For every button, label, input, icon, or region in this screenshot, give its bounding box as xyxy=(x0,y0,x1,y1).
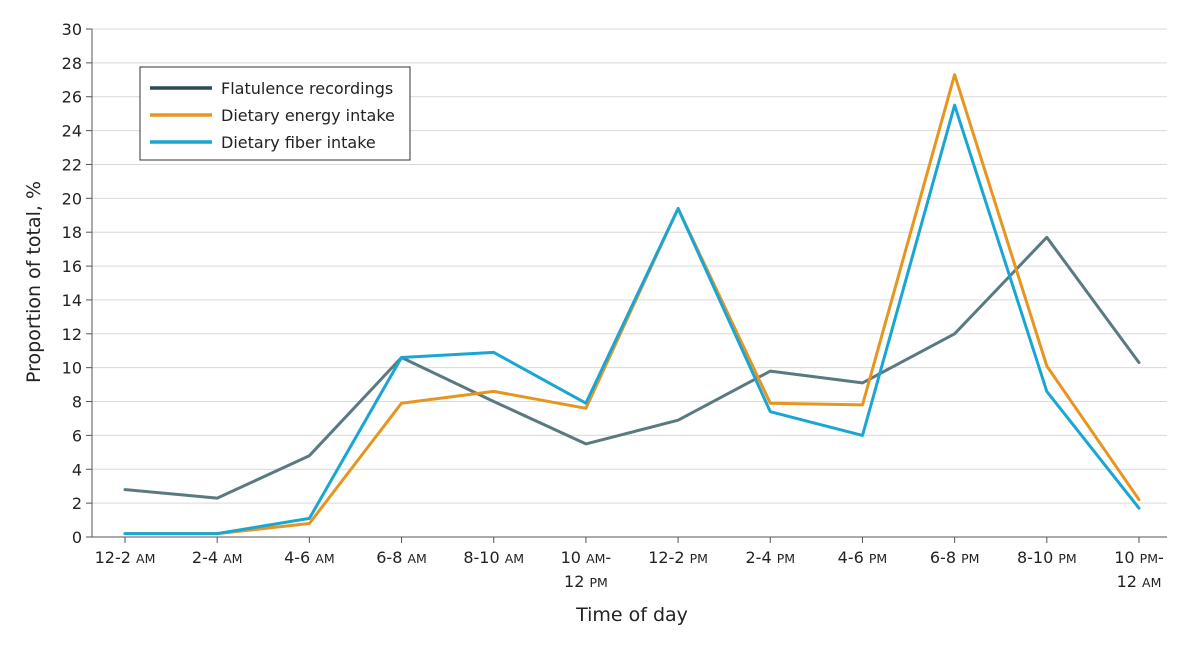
x-tick-label: 8-10 AM xyxy=(463,548,524,567)
y-tick-label: 22 xyxy=(62,155,82,174)
series-line-dietary-fiber-intake xyxy=(123,103,1141,536)
legend-label: Flatulence recordings xyxy=(221,79,393,98)
x-tick-label: 6-8 AM xyxy=(376,548,427,567)
y-tick-label: 2 xyxy=(72,494,82,513)
legend: Flatulence recordings Dietary energy inta… xyxy=(139,66,411,161)
x-tick-label: 10 PM- xyxy=(1114,548,1164,567)
y-tick-label: 14 xyxy=(62,291,82,310)
y-tick-label: 30 xyxy=(62,20,82,39)
y-tick-label: 28 xyxy=(62,54,82,73)
x-tick-label: 8-10 PM xyxy=(1017,548,1077,567)
x-tick-label: 12-2 PM xyxy=(648,548,708,567)
y-tick-label: 8 xyxy=(72,393,82,412)
legend-label: Dietary energy intake xyxy=(221,106,395,125)
y-tick-label: 24 xyxy=(62,122,82,141)
y-tick-label: 4 xyxy=(72,460,82,479)
y-tick-label: 26 xyxy=(62,88,82,107)
x-tick-label: 2-4 AM xyxy=(192,548,243,567)
y-tick-label: 18 xyxy=(62,223,82,242)
x-tick-label-line2: 12 PM xyxy=(564,572,608,591)
y-tick-label: 6 xyxy=(72,426,82,445)
x-axis-title: Time of day xyxy=(575,604,688,626)
y-tick-label: 0 xyxy=(72,528,82,547)
y-tick-label: 12 xyxy=(62,325,82,344)
y-tick-label: 16 xyxy=(62,257,82,276)
series-line-flatulence-recordings xyxy=(123,235,1141,500)
x-tick-label: 4-6 PM xyxy=(838,548,888,567)
x-tick-label: 12-2 AM xyxy=(95,548,156,567)
x-tick-label: 4-6 AM xyxy=(284,548,335,567)
axes xyxy=(86,28,1167,543)
x-tick-label: 6-8 PM xyxy=(930,548,980,567)
y-axis-title: Proportion of total, % xyxy=(23,181,45,383)
x-tick-labels: 12-2 AM 2-4 AM 4-6 AM 6-8 AM 8-10 AM 10 AM- 12… xyxy=(95,548,1164,591)
legend-label: Dietary fiber intake xyxy=(221,133,376,152)
x-tick-label: 10 AM- xyxy=(561,548,612,567)
y-tick-label: 10 xyxy=(62,359,82,378)
series-lines xyxy=(123,73,1141,536)
x-tick-label-line2: 12 AM xyxy=(1117,572,1162,591)
y-tick-label: 20 xyxy=(62,189,82,208)
x-tick-label: 2-4 PM xyxy=(745,548,795,567)
